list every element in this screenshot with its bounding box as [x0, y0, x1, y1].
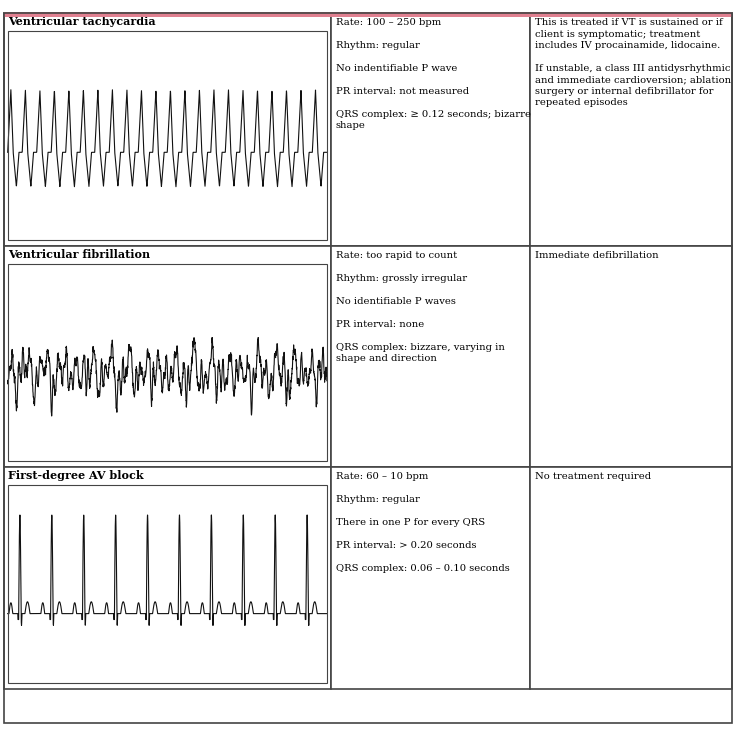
Bar	[4, 13, 331, 246]
Bar	[7, 264, 327, 461]
Bar	[530, 13, 732, 246]
Text: Rate: too rapid to count

Rhythm: grossly irregular

No identifiable P waves

PR: Rate: too rapid to count Rhythm: grossly…	[336, 251, 505, 363]
Text: This is treated if VT is sustained or if
client is symptomatic; treatment
includ: This is treated if VT is sustained or if…	[535, 18, 731, 107]
Bar	[7, 485, 327, 683]
Bar	[4, 467, 331, 689]
Bar	[530, 246, 732, 467]
Bar	[4, 13, 732, 17]
Bar	[7, 31, 327, 240]
Bar	[4, 246, 331, 467]
Bar	[7, 485, 327, 683]
Text: Rate: 100 – 250 bpm

Rhythm: regular

No indentifiable P wave

PR interval: not : Rate: 100 – 250 bpm Rhythm: regular No i…	[336, 18, 531, 130]
Text: Ventricular tachycardia: Ventricular tachycardia	[7, 16, 155, 27]
Text: Ventricular fibrillation: Ventricular fibrillation	[7, 249, 150, 260]
Text: Rate: 60 – 10 bpm

Rhythm: regular

There in one P for every QRS

PR interval: >: Rate: 60 – 10 bpm Rhythm: regular There …	[336, 473, 509, 573]
Text: No treatment required: No treatment required	[535, 473, 651, 481]
Bar	[331, 13, 530, 246]
Bar	[331, 467, 530, 689]
Text: First-degree AV block: First-degree AV block	[7, 470, 144, 481]
Bar	[331, 246, 530, 467]
Bar	[7, 31, 327, 240]
Text: Immediate defibrillation: Immediate defibrillation	[535, 251, 659, 260]
Bar	[530, 467, 732, 689]
Bar	[7, 264, 327, 461]
